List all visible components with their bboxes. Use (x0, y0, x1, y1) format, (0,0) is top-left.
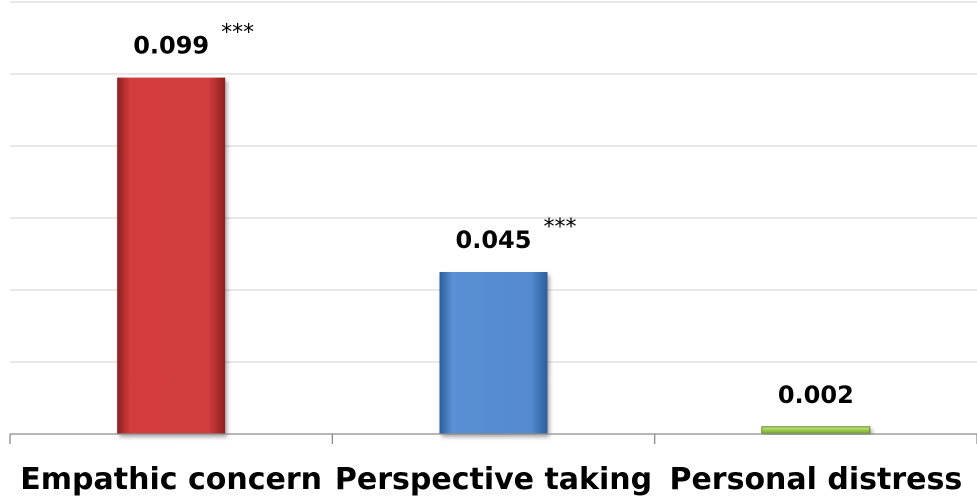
category-label: Perspective taking (335, 462, 652, 497)
bar-empathic-concern (117, 77, 226, 434)
labels: 0.099 *** Empathic concern 0.045 *** Perspect… (20, 21, 962, 497)
data-label: 0.045 (456, 226, 532, 254)
x-axis (9, 433, 977, 444)
category-label: Personal distress (669, 462, 962, 497)
category-label: Empathic concern (20, 462, 322, 497)
bar-perspective-taking (439, 272, 548, 434)
significance-label: *** (544, 215, 577, 240)
data-label: 0.002 (778, 381, 854, 409)
data-label: 0.099 (133, 32, 209, 60)
bars (117, 77, 871, 435)
bar-personal-distress (761, 426, 871, 435)
significance-label: *** (221, 21, 254, 46)
